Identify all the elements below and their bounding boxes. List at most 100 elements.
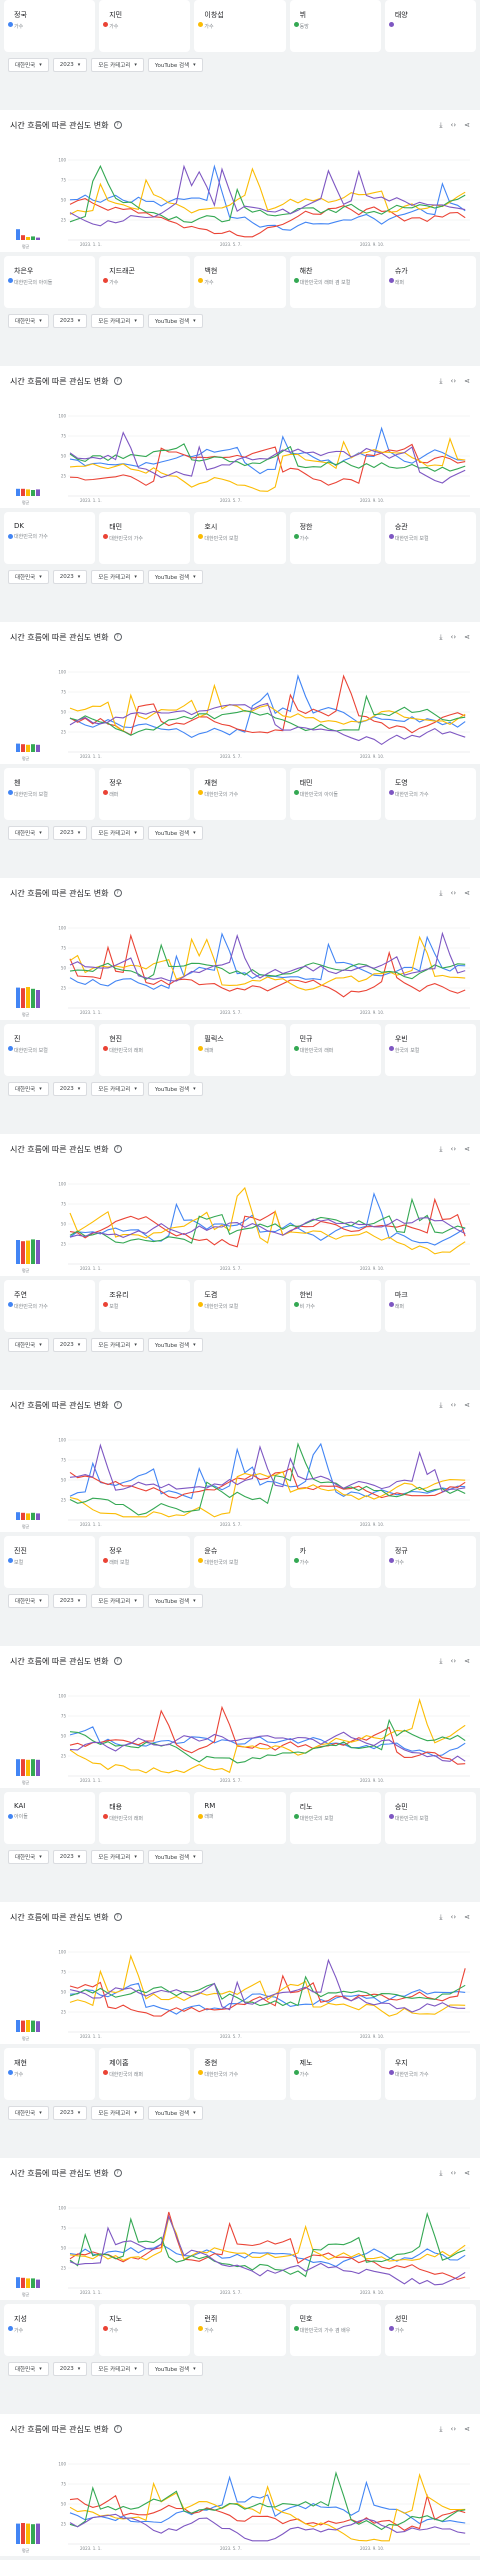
download-icon[interactable]: ⤓ [439, 120, 443, 129]
term-card[interactable]: 지드래곤 가수 [99, 256, 191, 308]
share-icon[interactable]: ⋖ [464, 376, 470, 385]
help-icon[interactable]: ? [113, 1657, 122, 1665]
term-card[interactable]: DK 대한민국의 가수 [4, 512, 96, 564]
category-filter[interactable]: 모든 카테고리 ▾ [91, 826, 144, 840]
download-icon[interactable]: ⤓ [439, 1912, 443, 1921]
embed-icon[interactable]: ‹› [450, 376, 457, 385]
source-filter[interactable]: YouTube 검색 ▾ [147, 570, 203, 584]
embed-icon[interactable]: ‹› [450, 1400, 457, 1409]
term-card[interactable]: 진진 보컬 [4, 1536, 96, 1588]
share-icon[interactable]: ⋖ [464, 120, 470, 129]
category-filter[interactable]: 모든 카테고리 ▾ [91, 1082, 144, 1096]
term-card[interactable]: 슈가 래퍼 [384, 256, 477, 308]
term-card[interactable]: 주연 대한민국의 가수 [4, 1280, 96, 1332]
region-filter[interactable]: 대한민국 ▾ [8, 1594, 49, 1608]
category-filter[interactable]: 모든 카테고리 ▾ [91, 570, 144, 584]
embed-icon[interactable]: ‹› [450, 632, 457, 641]
term-card[interactable]: 차은우 대한민국의 아이돌 [4, 256, 96, 308]
download-icon[interactable]: ⤓ [439, 1144, 443, 1153]
embed-icon[interactable]: ‹› [450, 888, 457, 897]
term-card[interactable]: 지성 가수 [4, 2304, 96, 2356]
embed-icon[interactable]: ‹› [450, 1656, 457, 1665]
category-filter[interactable]: 모든 카테고리 ▾ [91, 1594, 144, 1608]
source-filter[interactable]: YouTube 검색 ▾ [147, 1594, 203, 1608]
term-card[interactable]: KAI 아이돌 [4, 1792, 96, 1844]
download-icon[interactable]: ⤓ [439, 888, 443, 897]
category-filter[interactable]: 모든 카테고리 ▾ [91, 1850, 144, 1864]
term-card[interactable]: 윤슈 대한민국의 보컬 [194, 1536, 286, 1588]
term-card[interactable]: 정우 래퍼 [99, 768, 191, 820]
help-icon[interactable]: ? [113, 1913, 122, 1921]
share-icon[interactable]: ⋖ [464, 1144, 470, 1153]
share-icon[interactable]: ⋖ [464, 2424, 470, 2433]
embed-icon[interactable]: ‹› [450, 2424, 457, 2433]
help-icon[interactable]: ? [113, 633, 122, 641]
term-card[interactable]: 승관 대한민국의 보컬 [384, 512, 477, 564]
download-icon[interactable]: ⤓ [439, 376, 443, 385]
source-filter[interactable]: YouTube 검색 ▾ [147, 1338, 203, 1352]
term-card[interactable]: 해찬 대한민국의 래퍼 겸 보컬 [289, 256, 381, 308]
source-filter[interactable]: YouTube 검색 ▾ [147, 1082, 203, 1096]
help-icon[interactable]: ? [113, 1145, 122, 1153]
share-icon[interactable]: ⋖ [464, 1912, 470, 1921]
category-filter[interactable]: 모든 카테고리 ▾ [91, 1338, 144, 1352]
year-filter[interactable]: 2023 ▾ [52, 826, 88, 840]
year-filter[interactable]: 2023 ▾ [52, 1338, 88, 1352]
term-card[interactable]: 승민 대한민국의 보컬 [384, 1792, 477, 1844]
term-card[interactable]: 카 가수 [289, 1536, 381, 1588]
year-filter[interactable]: 2023 ▾ [52, 1594, 88, 1608]
help-icon[interactable]: ? [113, 889, 122, 897]
year-filter[interactable]: 2023 ▾ [52, 2362, 88, 2376]
help-icon[interactable]: ? [113, 2169, 122, 2177]
region-filter[interactable]: 대한민국 ▾ [8, 1338, 49, 1352]
embed-icon[interactable]: ‹› [450, 1912, 457, 1921]
region-filter[interactable]: 대한민국 ▾ [8, 1850, 49, 1864]
term-card[interactable]: 현진 대한민국의 래퍼 [99, 1024, 191, 1076]
help-icon[interactable]: ? [113, 1401, 122, 1409]
term-card[interactable]: 민규 대한민국의 래퍼 [289, 1024, 381, 1076]
embed-icon[interactable]: ‹› [450, 1144, 457, 1153]
source-filter[interactable]: YouTube 검색 ▾ [147, 2106, 203, 2120]
embed-icon[interactable]: ‹› [450, 120, 457, 129]
help-icon[interactable]: ? [113, 121, 122, 129]
share-icon[interactable]: ⋖ [464, 1400, 470, 1409]
term-card[interactable]: 마크 래퍼 [384, 1280, 477, 1332]
share-icon[interactable]: ⋖ [464, 632, 470, 641]
term-card[interactable]: 민호 대한민국의 가수 겸 배우 [289, 2304, 381, 2356]
region-filter[interactable]: 대한민국 ▾ [8, 570, 49, 584]
year-filter[interactable]: 2023 ▾ [52, 1082, 88, 1096]
term-card[interactable]: 지민 가수 [99, 0, 191, 52]
year-filter[interactable]: 2023 ▾ [52, 58, 88, 72]
category-filter[interactable]: 모든 카테고리 ▾ [91, 2362, 144, 2376]
term-card[interactable]: 태민 대한민국의 가수 [99, 512, 191, 564]
region-filter[interactable]: 대한민국 ▾ [8, 2362, 49, 2376]
region-filter[interactable]: 대한민국 ▾ [8, 2106, 49, 2120]
term-card[interactable]: 이창섭 가수 [194, 0, 286, 52]
help-icon[interactable]: ? [113, 377, 122, 385]
share-icon[interactable]: ⋖ [464, 2168, 470, 2177]
term-card[interactable]: 호시 대한민국의 보컬 [194, 512, 286, 564]
region-filter[interactable]: 대한민국 ▾ [8, 314, 49, 328]
term-card[interactable]: 도영 대한민국의 가수 [384, 768, 477, 820]
term-card[interactable]: 지노 가수 [99, 2304, 191, 2356]
term-card[interactable]: 정한 가수 [289, 512, 381, 564]
download-icon[interactable]: ⤓ [439, 1400, 443, 1409]
year-filter[interactable]: 2023 ▾ [52, 1850, 88, 1864]
year-filter[interactable]: 2023 ▾ [52, 314, 88, 328]
term-card[interactable]: 태민 대한민국의 아이돌 [289, 768, 381, 820]
download-icon[interactable]: ⤓ [439, 2424, 443, 2433]
term-card[interactable]: 태양 [384, 0, 477, 52]
term-card[interactable]: 조유리 보컬 [99, 1280, 191, 1332]
download-icon[interactable]: ⤓ [439, 632, 443, 641]
embed-icon[interactable]: ‹› [450, 2168, 457, 2177]
share-icon[interactable]: ⋖ [464, 888, 470, 897]
term-card[interactable]: 리노 대한민국의 보컬 [289, 1792, 381, 1844]
term-card[interactable]: 뷔 동방 [289, 0, 381, 52]
term-card[interactable]: 태용 대한민국의 래퍼 [99, 1792, 191, 1844]
term-card[interactable]: 첸 대한민국의 보컬 [4, 768, 96, 820]
source-filter[interactable]: YouTube 검색 ▾ [147, 826, 203, 840]
help-icon[interactable]: ? [113, 2425, 122, 2433]
download-icon[interactable]: ⤓ [439, 2168, 443, 2177]
source-filter[interactable]: YouTube 검색 ▾ [147, 58, 203, 72]
source-filter[interactable]: YouTube 검색 ▾ [147, 2362, 203, 2376]
